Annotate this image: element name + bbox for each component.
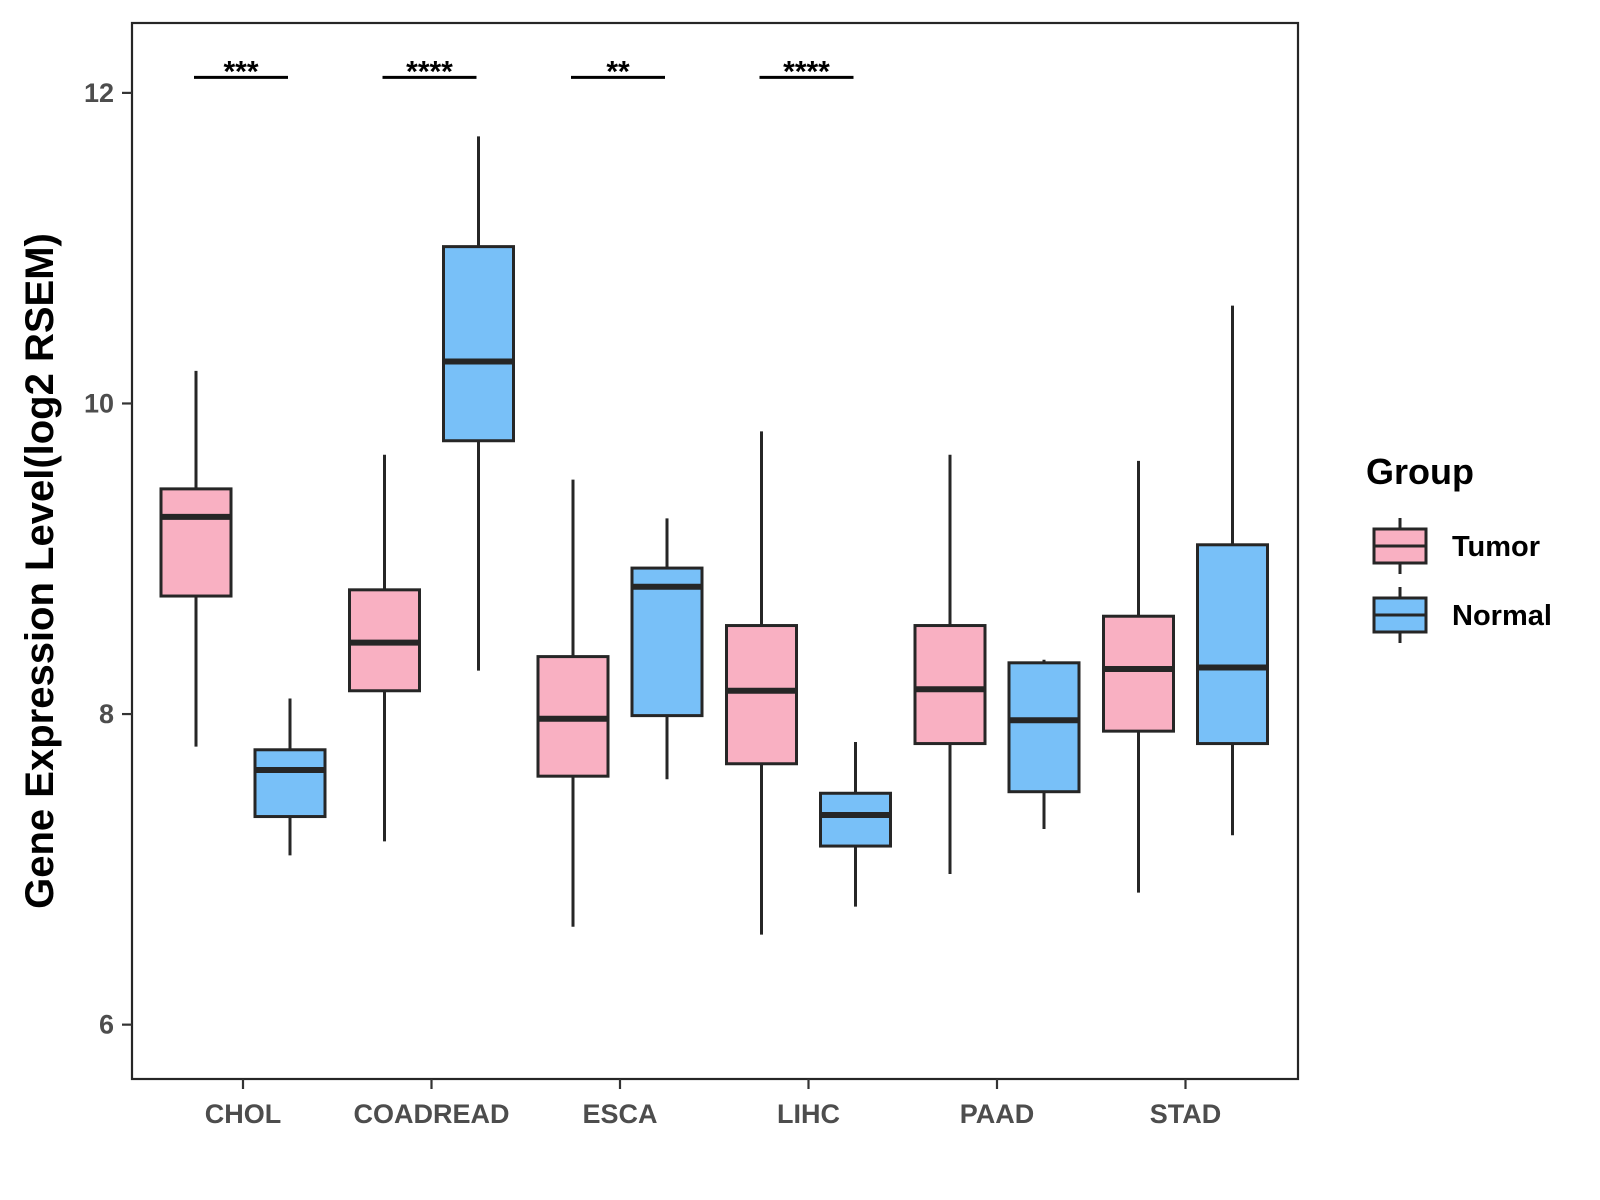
y-tick-label-6: 6 bbox=[99, 1010, 114, 1040]
legend-label-normal: Normal bbox=[1452, 600, 1552, 632]
x-tick-label-esca: ESCA bbox=[582, 1099, 657, 1129]
x-tick-label-stad: STAD bbox=[1150, 1099, 1222, 1129]
y-tick-label-8: 8 bbox=[99, 699, 114, 729]
iqr-box-normal-esca bbox=[630, 566, 704, 718]
x-tick-label-paad: PAAD bbox=[960, 1099, 1035, 1129]
plot-panel-border bbox=[130, 21, 1300, 1081]
iqr-box-tumor-paad bbox=[913, 624, 987, 746]
box-normal-coadread bbox=[442, 136, 515, 671]
significance-label-lihc: **** bbox=[783, 55, 830, 88]
box-tumor-paad bbox=[913, 454, 987, 875]
significance-label-coadread: **** bbox=[406, 55, 453, 88]
box-normal-chol bbox=[253, 698, 327, 856]
legend-title: Group bbox=[1366, 451, 1474, 492]
x-tick-label-chol: CHOL bbox=[205, 1099, 282, 1129]
x-tick-label-coadread: COADREAD bbox=[353, 1099, 509, 1129]
box-normal-esca bbox=[630, 518, 704, 780]
iqr-box-tumor-chol bbox=[159, 487, 233, 598]
x-tick-label-lihc: LIHC bbox=[777, 1099, 840, 1129]
iqr-box-normal-paad bbox=[1007, 661, 1081, 794]
box-normal-paad bbox=[1007, 659, 1081, 829]
legend-item-tumor: Tumor bbox=[1372, 518, 1540, 574]
box-tumor-stad bbox=[1102, 460, 1175, 893]
iqr-box-normal-chol bbox=[253, 748, 327, 819]
iqr-box-tumor-stad bbox=[1102, 614, 1175, 733]
iqr-box-normal-coadread bbox=[442, 245, 515, 443]
significance-label-esca: ** bbox=[606, 55, 630, 88]
legend-item-normal: Normal bbox=[1372, 587, 1552, 643]
legend-label-tumor: Tumor bbox=[1452, 531, 1540, 563]
y-tick-label-10: 10 bbox=[84, 388, 114, 418]
iqr-box-normal-lihc bbox=[819, 791, 892, 848]
box-tumor-lihc bbox=[725, 431, 798, 935]
iqr-box-tumor-lihc bbox=[725, 624, 798, 766]
box-normal-lihc bbox=[819, 742, 892, 907]
box-tumor-chol bbox=[159, 370, 233, 747]
box-tumor-coadread bbox=[348, 454, 421, 842]
y-axis-title: Gene Expression Level(log2 RSEM) bbox=[18, 233, 62, 909]
significance-label-chol: *** bbox=[223, 55, 258, 88]
iqr-box-normal-stad bbox=[1196, 543, 1269, 746]
box-normal-stad bbox=[1196, 305, 1269, 836]
box-tumor-esca bbox=[536, 479, 610, 927]
y-tick-label-12: 12 bbox=[84, 78, 114, 108]
